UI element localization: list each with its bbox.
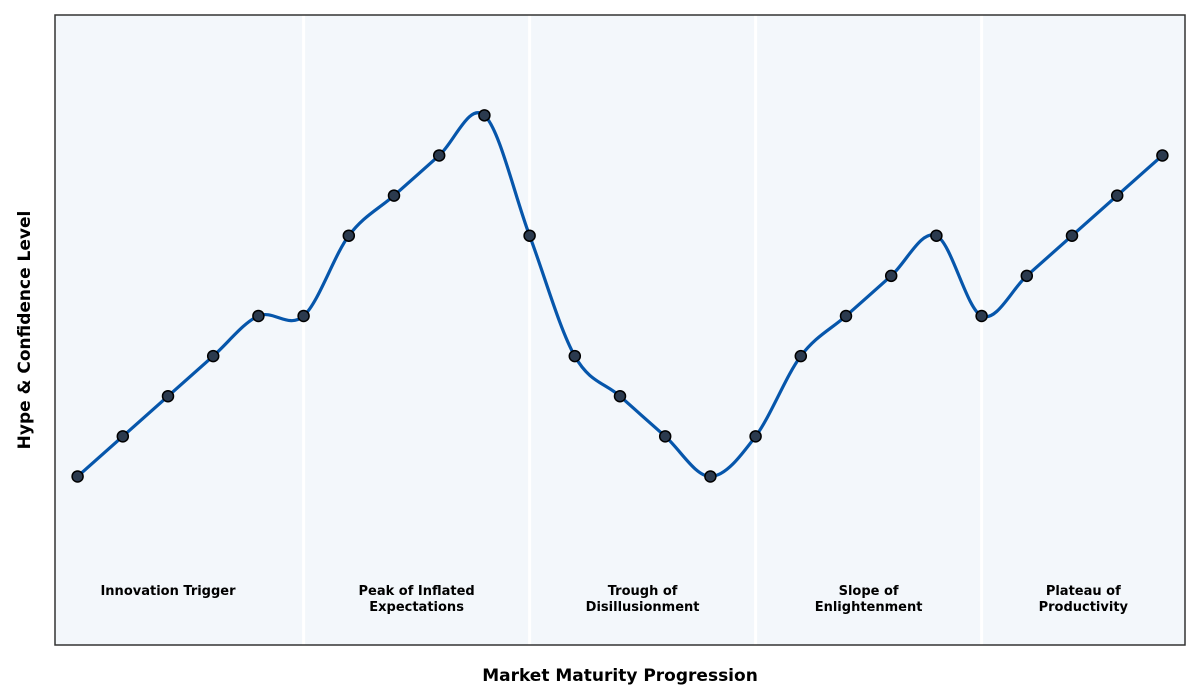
phase-label-4: Slope of Enlightenment: [815, 584, 923, 615]
phase-label-line: Peak of Inflated: [358, 584, 474, 599]
data-point-3: [206, 349, 220, 363]
data-point-23: [1110, 189, 1124, 202]
phase-label-line: Plateau of: [1046, 584, 1121, 599]
phase-background-3: [529, 15, 756, 645]
data-point-13: [658, 430, 672, 443]
phase-label-2: Peak of Inflated Expectations: [358, 584, 474, 615]
data-point-21: [1020, 269, 1034, 283]
data-point-5: [297, 309, 310, 323]
data-point-17: [839, 309, 853, 323]
phase-label-line: Innovation Trigger: [100, 584, 236, 599]
data-point-8: [432, 149, 446, 162]
data-point-15: [749, 430, 762, 443]
phase-labels: Innovation Trigger Peak of Inflated Expect…: [100, 584, 1128, 615]
data-point-6: [342, 229, 356, 242]
phase-backgrounds: [55, 15, 1185, 645]
y-axis-label: Hype & Confidence Level: [15, 211, 35, 450]
phase-label-1: Innovation Trigger: [100, 584, 236, 599]
phase-background-1: [55, 15, 304, 645]
phase-label-line: Disillusionment: [586, 600, 700, 615]
data-point-12: [613, 389, 627, 403]
phase-dividers: [302, 15, 984, 645]
data-point-14: [704, 470, 717, 483]
data-point-16: [794, 349, 808, 363]
data-point-9: [478, 109, 491, 122]
x-axis-label: Market Maturity Progression: [482, 666, 758, 686]
data-point-0: [71, 470, 84, 483]
data-point-1: [116, 430, 130, 443]
series-line: [76, 111, 1164, 479]
plot-frame: [54, 14, 1186, 646]
data-point-24: [1156, 149, 1169, 162]
phase-background-5: [981, 15, 1185, 645]
phase-label-line: Expectations: [369, 600, 464, 615]
phase-background-2: [303, 15, 530, 645]
phase-label-5: Plateau of Productivity: [1039, 584, 1129, 615]
data-point-7: [387, 189, 401, 202]
data-point-19: [930, 229, 943, 242]
data-points: [71, 109, 1169, 483]
phase-label-line: Slope of: [839, 584, 899, 599]
data-point-20: [975, 309, 988, 323]
phase-label-line: Enlightenment: [815, 600, 923, 615]
phase-label-line: Productivity: [1039, 600, 1129, 615]
phase-label-line: Trough of: [608, 584, 678, 599]
data-point-4: [252, 309, 265, 323]
data-point-18: [884, 269, 898, 283]
data-point-11: [568, 349, 582, 363]
phase-background-4: [755, 15, 982, 645]
phase-label-3: Trough of Disillusionment: [586, 584, 700, 615]
data-point-10: [523, 229, 536, 242]
data-point-22: [1065, 229, 1079, 242]
data-point-2: [161, 389, 175, 403]
